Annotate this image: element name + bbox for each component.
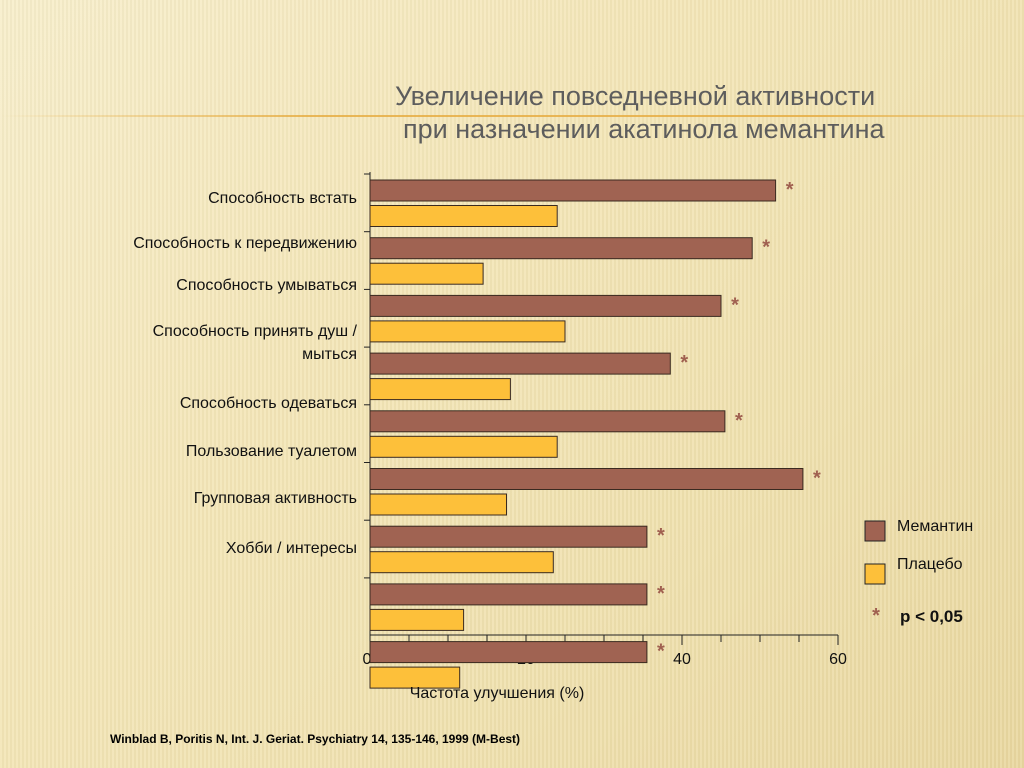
significance-star: * xyxy=(657,583,665,605)
legend-significance-star: * xyxy=(872,605,880,627)
bar-memantine xyxy=(369,410,726,433)
bar-placebo xyxy=(369,378,511,401)
bar-placebo xyxy=(369,262,484,285)
legend-swatch-memantine xyxy=(864,520,886,542)
category-label: Способность принять душ / xyxy=(153,323,358,340)
source-citation: Winblad B, Poritis N, Int. J. Geriat. Ps… xyxy=(110,732,521,746)
bar-memantine xyxy=(369,583,648,606)
category-label: Способность одеваться xyxy=(180,395,357,412)
bar-placebo xyxy=(369,666,461,689)
bar-placebo xyxy=(369,493,507,516)
significance-star: * xyxy=(762,237,770,259)
significance-note: p < 0,05 xyxy=(900,607,963,626)
page-title: Увеличение повседневной активности при н… xyxy=(300,80,1000,146)
significance-star: * xyxy=(657,641,665,663)
bar-memantine xyxy=(369,468,804,490)
significance-star: * xyxy=(735,410,743,432)
x-tick-label: 60 xyxy=(829,651,847,668)
x-tick-label: 40 xyxy=(673,651,691,668)
category-label: Способность умываться xyxy=(176,277,357,294)
bar-memantine xyxy=(369,179,777,202)
category-label: мыться xyxy=(302,346,357,363)
bar-placebo xyxy=(369,608,465,631)
bar-memantine xyxy=(369,294,722,317)
legend-label-memantine: Мемантин xyxy=(897,518,973,535)
category-label: Хобби / интересы xyxy=(226,540,357,557)
title-line-2: при назначении акатинола мемантина xyxy=(403,114,885,144)
x-tick-label: 0 xyxy=(363,651,372,668)
legend-swatch-placebo xyxy=(864,563,886,585)
bar-placebo xyxy=(369,551,554,574)
significance-star: * xyxy=(680,352,688,374)
category-label: Способность к передвижению xyxy=(133,235,357,252)
x-axis-label: Частота улучшения (%) xyxy=(410,685,585,702)
category-label: Групповая активность xyxy=(194,490,357,507)
header-rule xyxy=(0,115,1024,117)
bar-placebo xyxy=(369,320,566,343)
category-label: Способность встать xyxy=(208,190,357,207)
legend-label-placebo: Плацебо xyxy=(897,556,963,573)
bar-memantine xyxy=(369,352,671,375)
significance-star: * xyxy=(657,525,665,547)
bar-memantine xyxy=(369,525,648,548)
category-label: Пользование туалетом xyxy=(186,443,357,460)
bar-placebo xyxy=(369,435,558,458)
significance-star: * xyxy=(786,179,794,201)
bar-placebo xyxy=(369,205,558,227)
title-line-1: Увеличение повседневной активности xyxy=(395,81,876,111)
significance-star: * xyxy=(813,468,821,490)
significance-star: * xyxy=(731,294,739,316)
bar-memantine xyxy=(369,237,753,260)
bar-memantine xyxy=(369,641,648,664)
